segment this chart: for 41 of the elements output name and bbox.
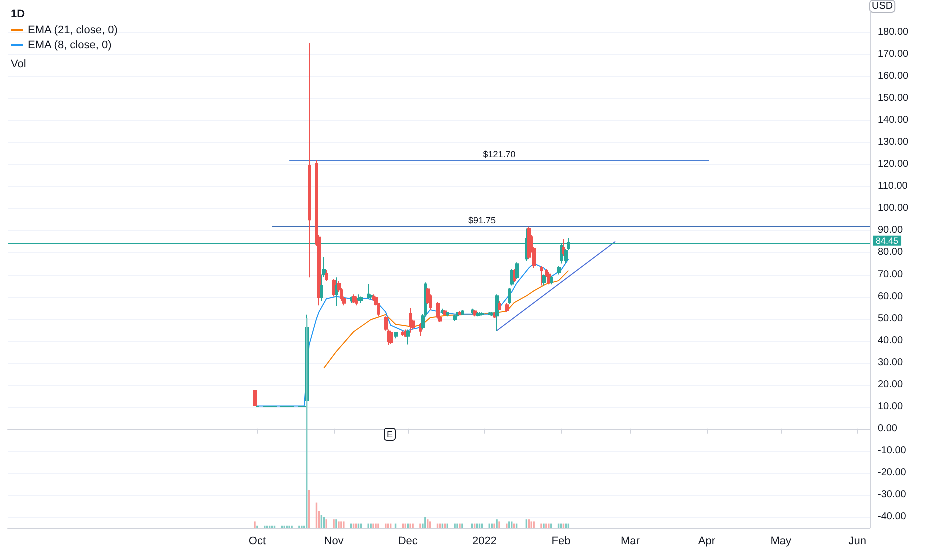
x-tick-label: Nov — [324, 536, 344, 548]
y-tick-label: 100.00 — [878, 203, 910, 214]
y-tick-label: 90.00 — [878, 225, 904, 236]
y-tick-label: 140.00 — [878, 115, 910, 126]
x-tick-label: Dec — [398, 536, 418, 548]
legend-label: EMA (21, close, 0) — [28, 24, 118, 36]
y-tick-label: 160.00 — [878, 71, 910, 82]
y-tick-label: 50.00 — [878, 313, 904, 324]
y-tick-label: 80.00 — [878, 247, 904, 258]
annotation: $91.75 — [468, 215, 496, 226]
annotation: $121.70 — [483, 149, 516, 160]
y-tick-label: 40.00 — [878, 335, 904, 346]
y-tick-label: -40.00 — [878, 511, 907, 522]
y-axis-title: USD — [872, 1, 894, 12]
x-tick-label: Feb — [552, 536, 571, 548]
x-tick-label: Mar — [620, 536, 640, 548]
y-tick-label: 60.00 — [878, 291, 904, 302]
y-tick-label: 0.00 — [878, 423, 898, 434]
y-tick-label: -10.00 — [878, 445, 907, 456]
chart-title: Vol — [11, 58, 26, 70]
y-tick-label: 110.00 — [878, 181, 908, 192]
y-tick-label: -20.00 — [878, 467, 907, 478]
x-tick-label: Apr — [698, 536, 716, 548]
y-tick-label: 150.00 — [878, 93, 910, 104]
y-tick-label: 180.00 — [878, 27, 910, 38]
y-tick-label: 120.00 — [878, 159, 910, 170]
legend-label: EMA (8, close, 0) — [28, 40, 112, 52]
x-tick-label: Jun — [848, 536, 867, 548]
ref-line-label: 84.45 — [876, 236, 899, 246]
y-tick-label: 30.00 — [878, 357, 904, 368]
y-tick-label: 70.00 — [878, 269, 904, 280]
y-tick-label: -30.00 — [878, 489, 907, 500]
y-tick-label: 20.00 — [878, 379, 904, 390]
x-tick-label: Oct — [248, 536, 266, 548]
y-tick-label: 170.00 — [878, 49, 910, 60]
annotation: E — [387, 430, 394, 440]
y-tick-label: 130.00 — [878, 137, 910, 148]
x-tick-label: May — [770, 536, 792, 548]
chart-title: 1D — [11, 8, 26, 20]
y-tick-label: 10.00 — [878, 401, 904, 412]
x-tick-label: 2022 — [472, 536, 497, 548]
